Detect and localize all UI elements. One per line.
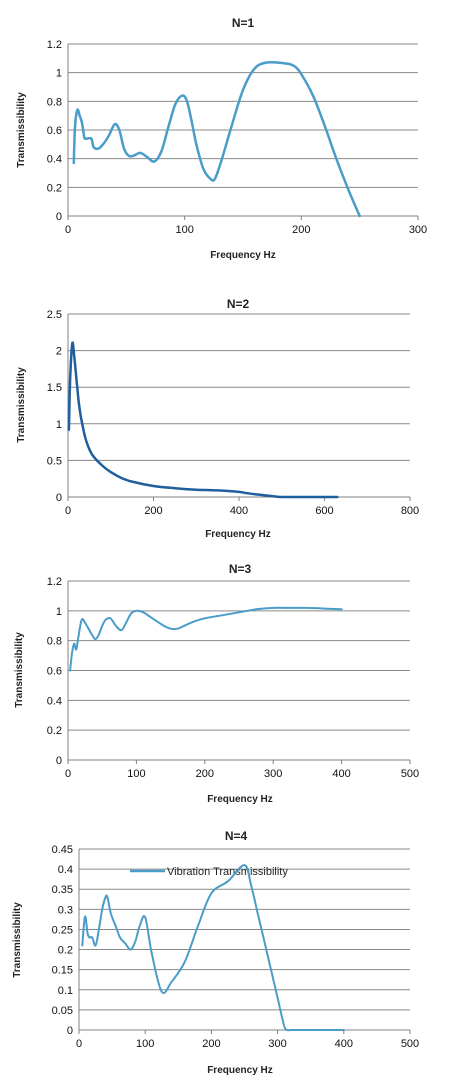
chart-n2-ytick-label: 1 — [56, 419, 62, 431]
chart-n1-ytick-label: 0.6 — [47, 125, 62, 137]
chart-n2-xtick-label: 200 — [144, 505, 162, 517]
chart-n1-ytick-label: 1.2 — [47, 39, 62, 51]
chart-n4-xtick-label: 0 — [76, 1038, 82, 1050]
chart-n3-xtick-label: 400 — [332, 768, 350, 780]
chart-n4-xtick-label: 300 — [268, 1038, 286, 1050]
chart-n2-xtick-label: 0 — [65, 505, 71, 517]
chart-n2-ytick-label: 2 — [56, 346, 62, 358]
chart-n2-ylabel: Transmissibility — [16, 367, 27, 443]
chart-n1: N=1 Transmissibility Frequency Hz 0 0.2 0.… — [16, 16, 427, 261]
chart-n3-series-line — [69, 606, 343, 672]
chart-n3-ytick-label: 0.4 — [47, 695, 62, 707]
chart-n3-xtick-label: 500 — [401, 768, 419, 780]
chart-n4: N=4 Transmissibility Frequency Hz Vibrat… — [12, 829, 419, 1076]
chart-n2-xlabel: Frequency Hz — [205, 529, 271, 540]
chart-n1-xtick-label: 200 — [292, 224, 310, 236]
chart-n4-legend: Vibration Transmissibility — [130, 866, 288, 878]
chart-n3-ytick-label: 0.6 — [47, 666, 62, 678]
chart-n2-xtick-label: 800 — [401, 505, 419, 517]
chart-n4-xtick-label: 100 — [136, 1038, 154, 1050]
chart-n3-xtick-label: 200 — [196, 768, 214, 780]
chart-n2-ytick-label: 0 — [56, 492, 62, 504]
chart-n4-ylabel: Transmissibility — [12, 902, 23, 978]
chart-n3-xtick-label: 0 — [65, 768, 71, 780]
chart-n2-ytick-label: 1.5 — [47, 382, 62, 394]
chart-n3-ytick-label: 1 — [56, 606, 62, 618]
chart-n3-xtick-label: 100 — [127, 768, 145, 780]
chart-n3-ytick-label: 0 — [56, 755, 62, 767]
chart-n3-xtick-label: 300 — [264, 768, 282, 780]
chart-n3-ytick-label: 1.2 — [47, 576, 62, 588]
chart-n2-xtick-label: 400 — [230, 505, 248, 517]
chart-n1-ytick-label: 0.2 — [47, 182, 62, 194]
chart-n2-xtick-label: 600 — [315, 505, 333, 517]
chart-n3-ylabel: Transmissibility — [14, 632, 25, 708]
chart-n2-title: N=2 — [227, 297, 250, 311]
chart-n4-ytick-label: 0.25 — [52, 924, 73, 936]
chart-n1-ytick-label: 0.8 — [47, 96, 62, 108]
chart-n3-xlabel: Frequency Hz — [207, 794, 273, 805]
chart-n3-ytick-label: 0.8 — [47, 636, 62, 648]
chart-n4-ytick-label: 0.4 — [58, 864, 73, 876]
chart-n1-xlabel: Frequency Hz — [210, 250, 276, 261]
chart-n1-ytick-label: 0.4 — [47, 154, 62, 166]
chart-n1-ylabel: Transmissibility — [16, 92, 27, 168]
chart-n4-xtick-label: 200 — [202, 1038, 220, 1050]
chart-n1-xtick-label: 0 — [65, 224, 71, 236]
chart-n4-legend-label: Vibration Transmissibility — [167, 866, 288, 878]
chart-n1-xtick-label: 100 — [175, 224, 193, 236]
chart-n3-ytick-label: 0.2 — [47, 725, 62, 737]
chart-n4-title: N=4 — [225, 829, 248, 843]
chart-n4-ytick-label: 0.1 — [58, 985, 73, 997]
chart-n4-series-line — [81, 864, 345, 1032]
chart-n4-ytick-label: 0.3 — [58, 904, 73, 916]
chart-n4-xtick-label: 500 — [401, 1038, 419, 1050]
chart-n1-xtick-label: 300 — [409, 224, 427, 236]
chart-n4-ytick-label: 0.05 — [52, 1005, 73, 1017]
chart-n2-ytick-label: 0.5 — [47, 455, 62, 467]
chart-n1-ytick-label: 1 — [56, 68, 62, 80]
chart-n1-ytick-label: 0 — [56, 211, 62, 223]
chart-n4-ytick-label: 0.15 — [52, 965, 73, 977]
chart-n4-xtick-label: 400 — [335, 1038, 353, 1050]
chart-n4-xlabel: Frequency Hz — [207, 1065, 273, 1076]
chart-n3-title: N=3 — [229, 562, 252, 576]
chart-n2-series-line — [67, 341, 339, 499]
chart-n1-series-line — [72, 60, 361, 218]
chart-n2: N=2 Transmissibility Frequency Hz 0 0.5 1 1… — [16, 297, 419, 540]
chart-n4-ytick-label: 0.35 — [52, 884, 73, 896]
chart-n4-ytick-label: 0 — [67, 1025, 73, 1037]
chart-n4-ytick-label: 0.45 — [52, 844, 73, 856]
chart-n4-ytick-label: 0.2 — [58, 945, 73, 957]
chart-n2-ytick-label: 2.5 — [47, 309, 62, 321]
chart-n1-title: N=1 — [232, 16, 255, 30]
chart-n3: N=3 Transmissibility Frequency Hz 0 0.2 0.… — [14, 562, 419, 805]
